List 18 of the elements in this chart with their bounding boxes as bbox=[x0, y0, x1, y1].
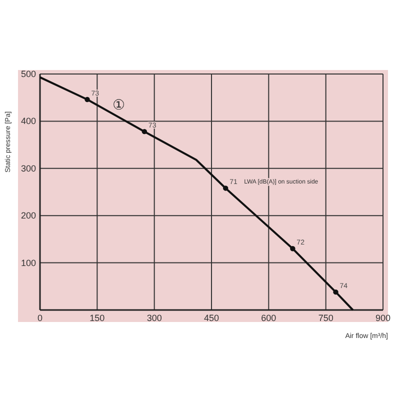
x-tick-label: 0 bbox=[37, 313, 43, 323]
x-tick-label: 450 bbox=[204, 313, 220, 323]
y-tick-label: 300 bbox=[20, 163, 36, 174]
point bbox=[290, 246, 296, 252]
annotation: ① bbox=[112, 96, 126, 112]
x-tick-label: 750 bbox=[318, 313, 334, 323]
point bbox=[84, 96, 90, 102]
point bbox=[142, 128, 148, 134]
point bbox=[333, 289, 338, 295]
y-tick-label: 400 bbox=[20, 116, 36, 126]
y-tick-label: 200 bbox=[20, 210, 36, 221]
x-tick-label: 600 bbox=[261, 313, 276, 323]
x-tick-label: 900 bbox=[375, 313, 391, 323]
x-tick-label: 150 bbox=[90, 313, 105, 323]
y-tick-label: 500 bbox=[20, 69, 36, 79]
y-tick-label: 100 bbox=[20, 258, 36, 268]
point bbox=[223, 186, 228, 191]
x-tick-label: 300 bbox=[146, 313, 162, 323]
